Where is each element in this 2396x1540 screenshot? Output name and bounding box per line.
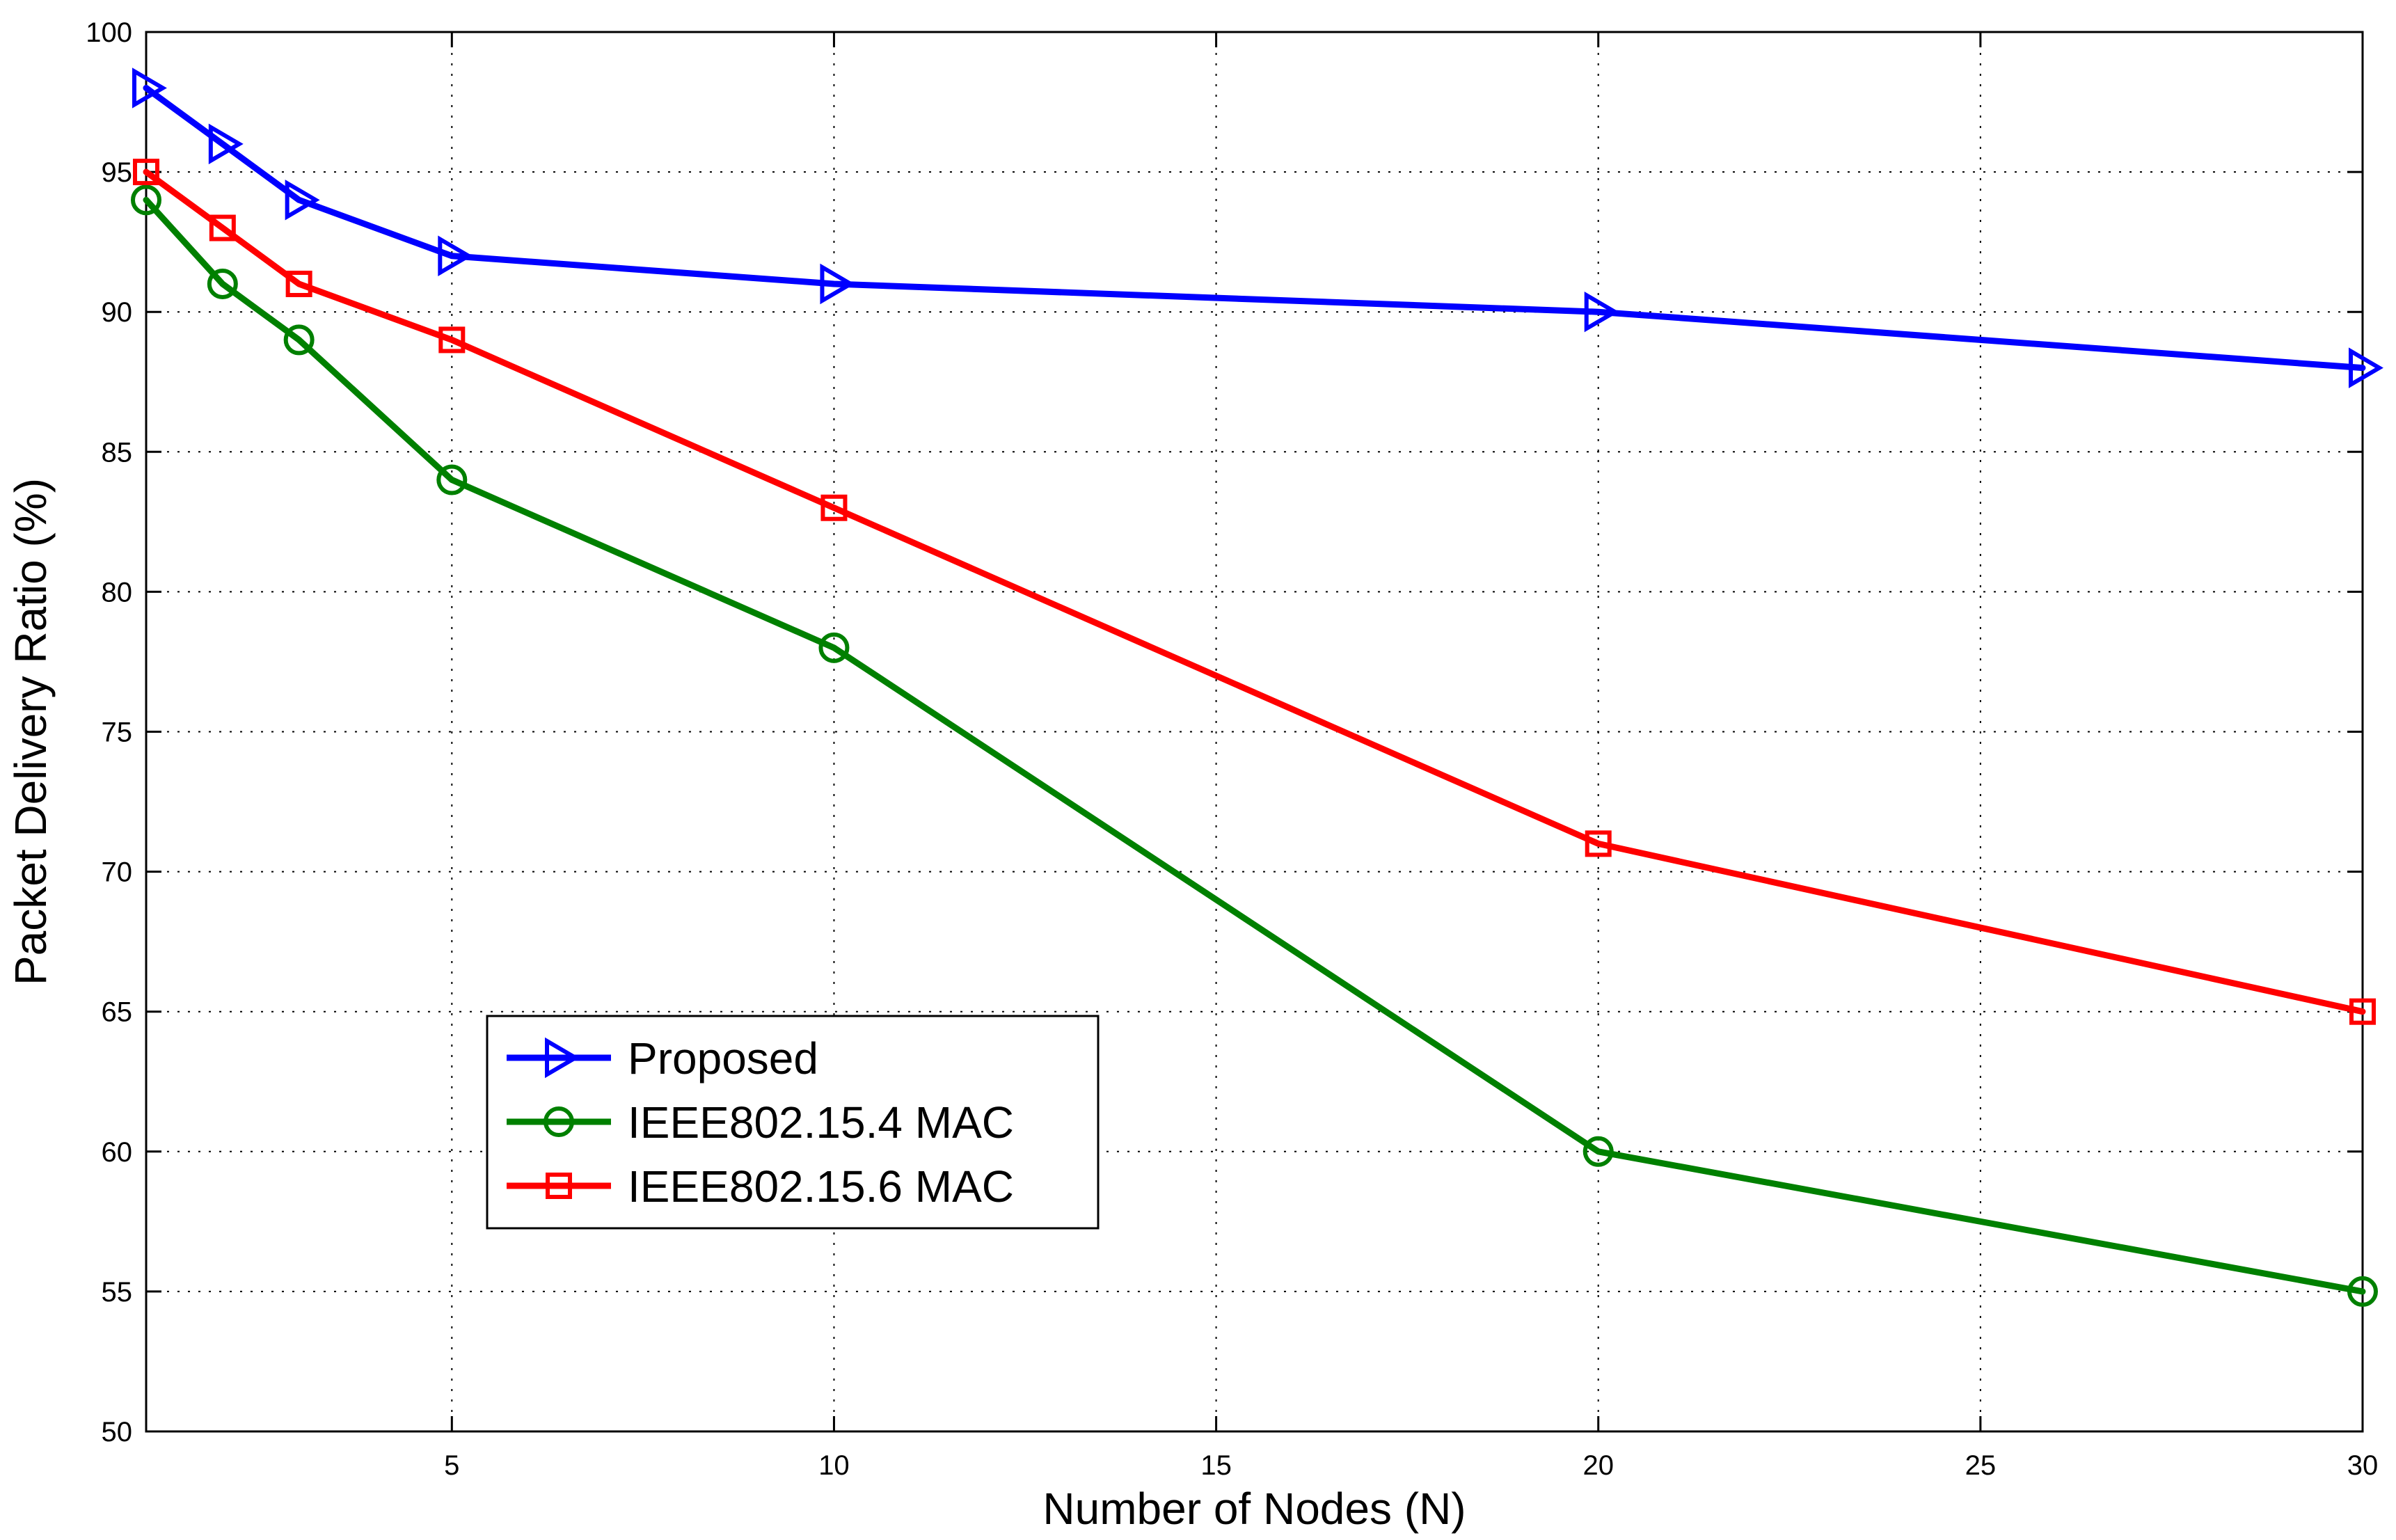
series-2 bbox=[131, 184, 2378, 1307]
y-tick-label: 100 bbox=[86, 17, 132, 48]
legend-item-2: IEEE802.15.4 MAC bbox=[507, 1097, 1014, 1148]
data-point bbox=[820, 263, 855, 305]
data-point bbox=[132, 68, 167, 109]
y-tick-label: 85 bbox=[102, 437, 133, 468]
y-tick-label: 75 bbox=[102, 717, 133, 748]
axis-ticks: 5 10 15 20 25 30 50 55 60 65 70 75 80 85 90 95 100 bbox=[86, 17, 2378, 1481]
legend-item-3: IEEE802.15.6 MAC bbox=[507, 1161, 1014, 1212]
x-tick-label: 30 bbox=[2347, 1450, 2379, 1481]
data-point bbox=[1585, 830, 1612, 857]
x-tick-label: 20 bbox=[1582, 1450, 1614, 1481]
data-point bbox=[283, 324, 315, 356]
data-point bbox=[438, 326, 466, 354]
data-point bbox=[131, 184, 161, 216]
data-point bbox=[438, 235, 473, 276]
data-point bbox=[1582, 1136, 1614, 1167]
y-tick-label: 80 bbox=[102, 577, 133, 608]
data-point bbox=[818, 632, 850, 663]
data-point bbox=[209, 214, 236, 241]
y-tick-label: 55 bbox=[102, 1277, 133, 1308]
legend: Proposed IEEE802.15.4 MAC IEEE802.15.6 MAC bbox=[486, 1015, 1100, 1230]
legend-label: IEEE802.15.6 MAC bbox=[628, 1161, 1014, 1212]
series-line bbox=[143, 196, 2366, 1295]
legend-marker bbox=[545, 1037, 580, 1079]
y-tick-label: 50 bbox=[102, 1417, 133, 1447]
y-tick-label: 60 bbox=[102, 1137, 133, 1168]
x-tick-label: 10 bbox=[818, 1450, 850, 1481]
series-line bbox=[143, 168, 2366, 1015]
legend-label: Proposed bbox=[628, 1033, 818, 1083]
data-point bbox=[2349, 347, 2383, 388]
grid bbox=[146, 32, 2363, 1431]
x-tick-label: 25 bbox=[1965, 1450, 1997, 1481]
data-point bbox=[1584, 291, 1619, 333]
data-point bbox=[2349, 998, 2376, 1025]
y-tick-label: 70 bbox=[102, 857, 133, 888]
x-tick-label: 15 bbox=[1200, 1450, 1232, 1481]
data-point bbox=[436, 464, 468, 495]
legend-item-1: Proposed bbox=[507, 1033, 818, 1083]
series-group bbox=[131, 68, 2383, 1307]
legend-marker bbox=[544, 1106, 574, 1137]
x-tick-label: 5 bbox=[444, 1450, 459, 1481]
x-axis-title: Number of Nodes (N) bbox=[1042, 1484, 1466, 1534]
series-line bbox=[143, 84, 2366, 372]
data-point bbox=[2347, 1276, 2378, 1307]
series-1 bbox=[132, 68, 2383, 388]
series-3 bbox=[133, 159, 2376, 1025]
legend-marker bbox=[546, 1173, 572, 1199]
legend-label: IEEE802.15.4 MAC bbox=[628, 1097, 1014, 1148]
y-tick-label: 95 bbox=[102, 157, 133, 188]
data-point bbox=[133, 159, 159, 186]
data-point bbox=[820, 494, 848, 521]
y-tick-label: 65 bbox=[102, 997, 133, 1028]
data-point bbox=[208, 123, 244, 165]
data-point bbox=[285, 180, 320, 221]
data-point bbox=[207, 268, 238, 299]
y-axis-title: Packet Delivery Ratio (%) bbox=[6, 478, 56, 985]
y-tick-label: 90 bbox=[102, 297, 133, 328]
data-point bbox=[285, 270, 312, 297]
